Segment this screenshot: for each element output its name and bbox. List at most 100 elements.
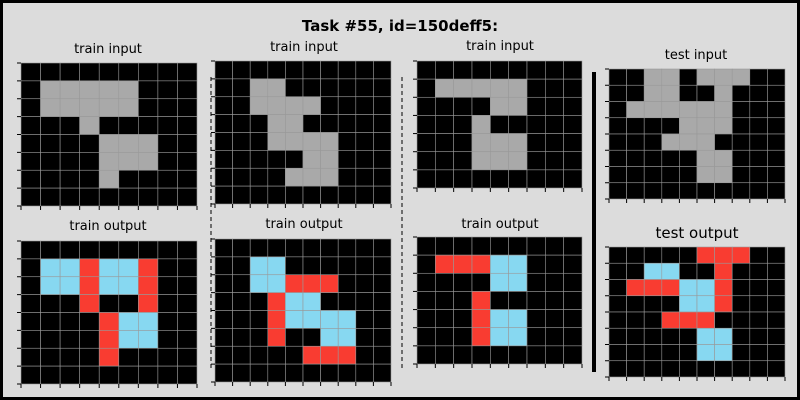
grid-cell xyxy=(20,312,41,331)
grid-cell xyxy=(714,360,733,378)
grid-cell xyxy=(643,117,663,135)
grid-cell xyxy=(138,312,159,331)
grid-cell xyxy=(749,327,768,345)
grid-cell xyxy=(177,62,198,82)
grid-cell xyxy=(337,328,357,347)
grid-cell xyxy=(302,274,321,293)
grid-cell xyxy=(302,328,321,347)
grid-cell xyxy=(157,134,178,153)
grid-cell xyxy=(249,345,269,365)
grid-cell xyxy=(20,365,41,385)
grid-cell xyxy=(679,166,698,184)
grid-cell xyxy=(563,345,583,365)
grid-cell xyxy=(626,133,645,151)
grid-cell xyxy=(59,330,80,349)
grid-cell xyxy=(320,167,339,187)
grid-cell xyxy=(767,182,786,200)
grid-cell xyxy=(355,328,374,347)
grid-cell xyxy=(563,60,583,80)
grid-cell xyxy=(373,292,392,311)
grid-cell xyxy=(416,78,436,98)
grid-cell xyxy=(679,311,698,329)
grid-cell xyxy=(526,133,546,153)
grid-cell xyxy=(20,330,41,349)
grid-cell xyxy=(98,347,120,367)
grid-cell xyxy=(373,114,392,133)
grid-cell xyxy=(373,363,392,383)
grid-cell xyxy=(373,328,392,347)
grid-cell xyxy=(490,169,509,189)
grid-cell xyxy=(749,246,768,264)
grid-cell xyxy=(563,115,583,134)
grid-cell xyxy=(355,150,374,169)
grid-cell xyxy=(563,96,583,116)
grid-cell xyxy=(471,345,491,365)
grid-cell xyxy=(714,101,733,119)
grid-cell xyxy=(232,185,251,205)
grid-cell xyxy=(157,152,178,171)
grid-cell xyxy=(563,254,583,274)
grid-cell xyxy=(453,60,473,80)
grid-cell xyxy=(249,292,269,311)
grid-cell xyxy=(679,68,698,86)
grid-cell xyxy=(471,327,491,347)
grid-cell xyxy=(508,133,528,153)
grid-cell xyxy=(490,115,509,134)
grid-cell xyxy=(749,295,768,313)
grid-cell xyxy=(608,68,627,86)
grid-cell xyxy=(731,166,751,184)
grid-cell xyxy=(302,345,321,365)
grid-cell xyxy=(355,274,374,293)
grid-cell xyxy=(545,78,564,98)
grid-cell xyxy=(177,312,198,331)
grid-cell xyxy=(138,258,159,278)
grid-cell xyxy=(337,78,357,98)
grid-cell xyxy=(320,114,339,133)
grid-cell xyxy=(696,182,715,200)
grid-cell xyxy=(490,254,509,274)
grid-cell xyxy=(626,84,645,102)
grid-cell xyxy=(138,169,159,189)
grid-cell xyxy=(59,80,80,100)
grid-cell xyxy=(337,167,357,187)
grid-cell xyxy=(661,117,680,135)
grid-cell xyxy=(320,274,339,293)
grid-cell xyxy=(214,363,233,383)
grid-cell xyxy=(767,246,786,264)
grid-cell xyxy=(267,292,286,311)
grid-cell xyxy=(767,166,786,184)
grid-cell xyxy=(320,345,339,365)
grid-cell xyxy=(20,98,41,117)
grid-cell xyxy=(79,134,100,153)
grid-cell xyxy=(714,68,733,86)
grid-cell xyxy=(643,149,663,167)
grid-cell xyxy=(59,294,80,313)
grid-cell xyxy=(157,258,178,278)
grid-cell xyxy=(40,134,61,153)
grid-cell xyxy=(40,240,61,260)
grid-cell xyxy=(545,327,564,347)
grid-cell xyxy=(661,344,680,362)
grid-cell xyxy=(118,134,139,153)
grid-cell xyxy=(40,169,61,189)
grid-cell xyxy=(545,309,564,329)
grid-cell xyxy=(214,167,233,187)
grid-cell xyxy=(177,240,198,260)
grid-cell xyxy=(79,276,100,295)
grid-cell xyxy=(20,152,41,171)
grid-cell xyxy=(526,309,546,329)
grid-cell xyxy=(714,311,733,329)
grid-cell xyxy=(696,84,715,102)
grid-cell xyxy=(285,345,304,365)
grid-cell xyxy=(373,167,392,187)
grid-cell xyxy=(79,80,100,100)
grid-cell xyxy=(214,310,233,329)
grid-cell xyxy=(608,344,627,362)
grid-cell xyxy=(320,132,339,151)
grid-cell xyxy=(59,347,80,367)
grid-cell xyxy=(453,254,473,274)
grid-cell xyxy=(626,327,645,345)
grid-cell xyxy=(679,360,698,378)
grid-cell xyxy=(232,363,251,383)
grid-cell xyxy=(177,116,198,135)
